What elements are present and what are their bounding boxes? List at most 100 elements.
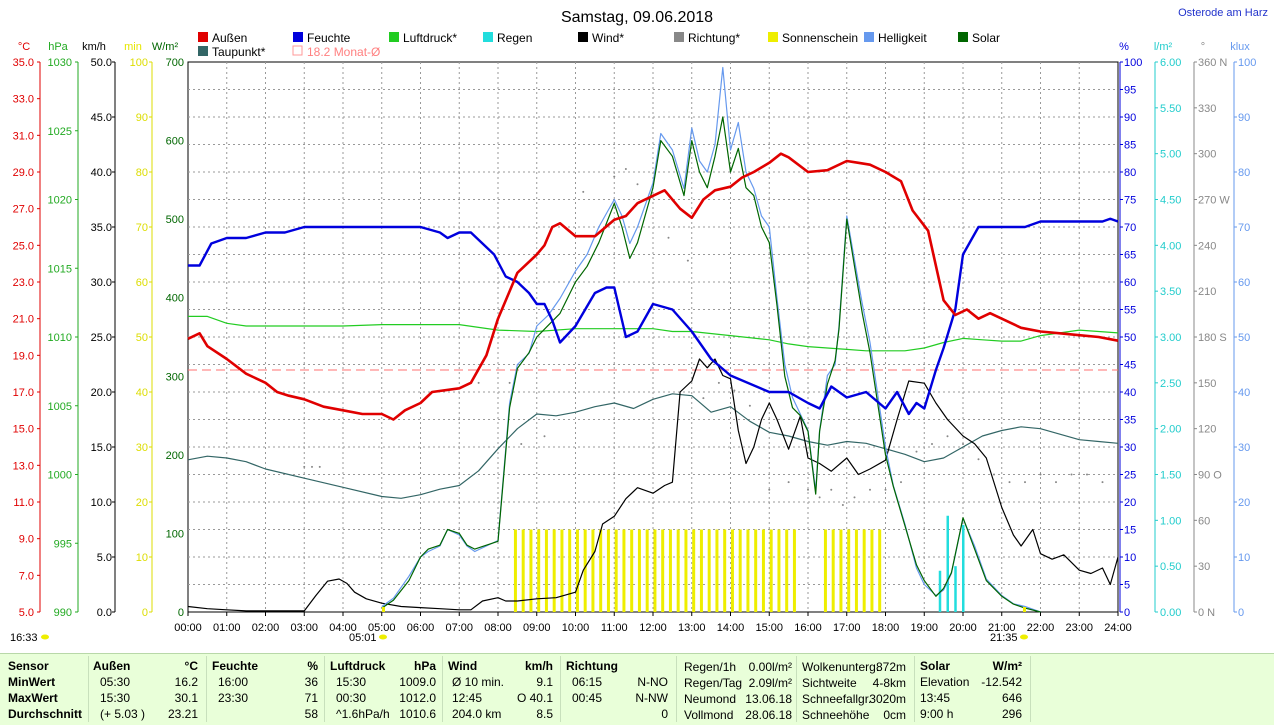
- legend-swatch: [198, 32, 208, 42]
- tick-label: 80: [136, 167, 148, 179]
- legend-label: Außen: [212, 31, 247, 45]
- tick-label: 0: [1238, 607, 1244, 619]
- sunshine-bar: [692, 529, 696, 612]
- station-link[interactable]: Osterode am Harz: [1178, 7, 1268, 19]
- unit-label: °: [1201, 41, 1205, 53]
- tick-label: 40: [1238, 387, 1250, 399]
- sunshine-bar: [746, 529, 750, 612]
- tick-label: 1.50: [1160, 470, 1181, 482]
- stats-cell: W/m²: [992, 659, 1022, 673]
- stats-divider: [206, 656, 207, 722]
- hour-label: 17:00: [833, 622, 861, 634]
- tick-label: 80: [1124, 167, 1136, 179]
- direction-dot: [702, 397, 705, 400]
- direction-dot: [1070, 473, 1073, 476]
- direction-dot: [768, 488, 771, 491]
- tick-label: 3.00: [1160, 332, 1181, 344]
- hour-label: 24:00: [1104, 622, 1132, 634]
- tick-label: 10: [136, 552, 148, 564]
- legend-label: Helligkeit: [878, 31, 927, 45]
- moon-icon: [41, 634, 49, 640]
- tick-label: 10: [1124, 552, 1136, 564]
- tick-label: 100: [1124, 57, 1142, 69]
- tick-label: 9.0: [19, 534, 34, 546]
- stats-cell: Neumond: [684, 692, 737, 706]
- tick-label: 40: [1124, 387, 1136, 399]
- direction-dot: [900, 481, 902, 484]
- direction-dot: [869, 488, 871, 491]
- tick-label: 3.50: [1160, 286, 1181, 298]
- direction-dot: [624, 167, 627, 170]
- sunshine-bar: [707, 529, 711, 612]
- direction-dot: [1101, 481, 1104, 484]
- stats-cell: 58: [304, 707, 318, 721]
- hour-label: 09:00: [523, 622, 551, 634]
- legend: Außen Feuchte Luftdruck* Regen Wind* Richtung…: [198, 31, 1000, 59]
- sunshine-bar: [676, 529, 680, 612]
- stats-cell: 13:45: [920, 691, 951, 705]
- direction-dot: [543, 435, 546, 438]
- sunshine-bar: [777, 529, 781, 612]
- direction-dot: [946, 435, 949, 438]
- tick-label: 17.0: [13, 387, 34, 399]
- tick-label: 0.0: [97, 607, 112, 619]
- direction-dot: [582, 190, 585, 193]
- direction-dot: [748, 404, 751, 407]
- sunshine-bar: [653, 529, 657, 612]
- tick-label: 27.0: [13, 204, 34, 216]
- legend-label: Regen: [497, 31, 532, 45]
- hour-label: 23:00: [1065, 622, 1093, 634]
- tick-label: 70: [1238, 222, 1250, 234]
- legend-swatch: [389, 32, 399, 42]
- stats-cell: 05:30: [100, 675, 131, 689]
- hour-label: 00:00: [174, 622, 202, 634]
- tick-label: 19.0: [13, 350, 34, 362]
- stats-cell: MaxWert: [8, 691, 58, 705]
- tick-label: 11.0: [13, 497, 34, 509]
- tick-label: 90 O: [1198, 470, 1222, 482]
- tick-label: 0.00: [1160, 607, 1181, 619]
- tick-label: 30: [1198, 561, 1210, 573]
- hour-label: 13:00: [678, 622, 706, 634]
- sunshine-bar: [606, 529, 610, 612]
- stats-cell: Richtung: [566, 659, 618, 673]
- stats-cell: Regen/1h: [684, 660, 737, 674]
- tick-label: 300: [1198, 149, 1216, 161]
- stats-cell: 3020m: [869, 692, 906, 706]
- sunshine-bar: [575, 529, 579, 612]
- direction-dot: [1024, 481, 1026, 484]
- unit-label: min: [124, 41, 142, 53]
- unit-label: %: [1119, 41, 1129, 53]
- legend-label: Richtung*: [688, 31, 740, 45]
- direction-dot: [841, 504, 844, 507]
- tick-label: 15.0: [13, 424, 34, 436]
- tick-label: 5: [1124, 580, 1130, 592]
- tick-label: 7.0: [19, 570, 34, 582]
- direction-dot: [884, 488, 887, 491]
- tick-label: 210: [1198, 286, 1216, 298]
- stats-cell: O 40.1: [516, 691, 553, 705]
- tick-label: 25.0: [91, 332, 112, 344]
- sunshine-bar: [792, 529, 796, 612]
- stats-cell: 9.1: [536, 675, 553, 689]
- direction-dot: [520, 442, 523, 445]
- tick-label: 60: [136, 277, 148, 289]
- tick-label: 0.50: [1160, 561, 1181, 573]
- stats-cell: 1009.0: [399, 675, 436, 689]
- tick-label: 1020: [48, 195, 72, 207]
- stats-cell: 9:00 h: [920, 707, 954, 721]
- tick-label: 5.00: [1160, 149, 1181, 161]
- stats-cell: 8.5: [536, 707, 553, 721]
- legend-swatch: [293, 32, 303, 42]
- tick-label: 23.0: [13, 277, 34, 289]
- tick-label: 400: [166, 293, 184, 305]
- stats-cell: 2.09l/m²: [748, 676, 792, 690]
- sunrise-marker: [382, 607, 385, 612]
- sunshine-bar: [668, 529, 672, 612]
- hour-label: 11:00: [601, 622, 628, 634]
- stats-cell: 296: [1001, 707, 1022, 721]
- axis-units: °C hPa km/h min W/m²% l/m² ° klux: [18, 41, 1250, 53]
- stats-cell: Sensor: [8, 659, 49, 673]
- stats-cell: km/h: [524, 659, 553, 673]
- sunrise-time: 05:01: [349, 632, 377, 644]
